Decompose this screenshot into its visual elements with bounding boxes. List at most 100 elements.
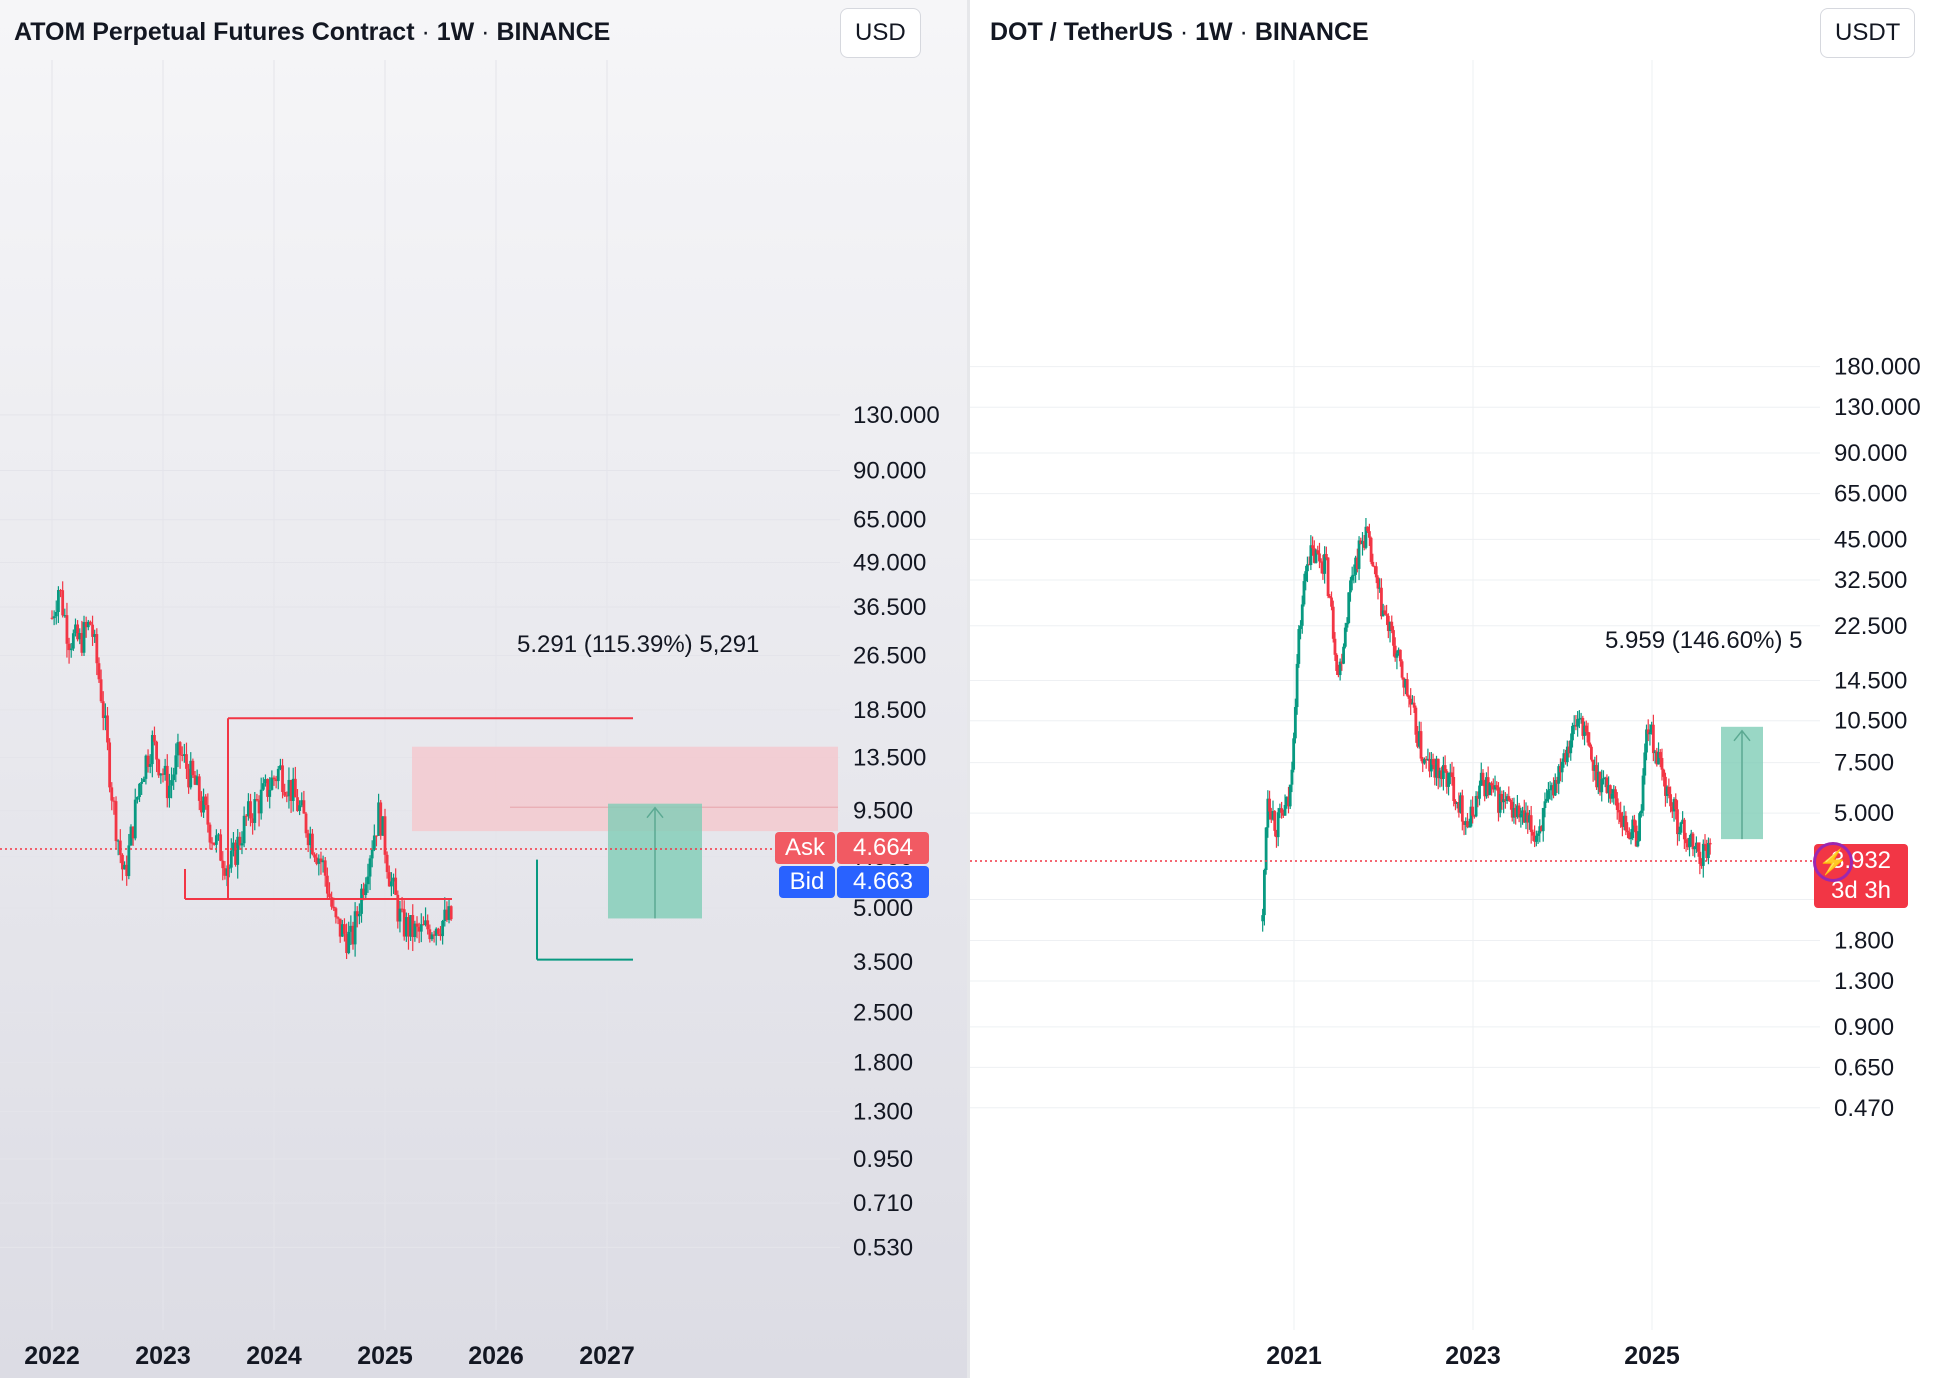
candle-body <box>257 800 261 814</box>
candle-body <box>392 877 395 882</box>
candle-body <box>345 933 348 954</box>
price-axis-label: 0.470 <box>1834 1095 1894 1122</box>
price-axis-label: 0.650 <box>1834 1054 1894 1081</box>
candle-body <box>1660 757 1664 770</box>
candle-body <box>407 917 410 937</box>
candle-body <box>375 835 378 837</box>
candle-body <box>272 777 276 780</box>
candle-body <box>1677 832 1681 835</box>
candle-body <box>1293 707 1297 739</box>
candle-body <box>274 779 278 782</box>
candle-body <box>1662 769 1666 777</box>
candle-body <box>95 634 99 664</box>
candle-body <box>1514 807 1518 817</box>
candle-body <box>296 797 299 811</box>
candle-body <box>285 795 289 797</box>
candle-body <box>69 648 73 651</box>
right-chart-panel[interactable]: 180.000 130.000 90.000 65.000 45.000 32.500 22… <box>970 0 1947 1378</box>
candle-body <box>1559 766 1562 773</box>
candle-body <box>1450 772 1454 777</box>
candle-body <box>1596 771 1600 788</box>
candle-body <box>1536 833 1540 836</box>
candle-body <box>1553 780 1557 796</box>
left-symbol-name: ATOM Perpetual Futures Contract <box>14 18 415 46</box>
candle-body <box>1569 740 1573 754</box>
candle-body <box>325 875 329 894</box>
candle-body <box>1639 810 1643 814</box>
candle-body <box>1583 725 1586 736</box>
candle-body <box>172 774 176 781</box>
candle-body <box>1326 557 1330 597</box>
candle-body <box>1624 815 1628 831</box>
candle-body <box>360 888 363 914</box>
candle-body <box>1516 805 1519 817</box>
candle-body <box>168 785 171 799</box>
candle-body <box>182 754 186 756</box>
candle-body <box>118 840 122 855</box>
candle-body <box>1529 815 1533 832</box>
time-axis-label: 2027 <box>579 1342 635 1370</box>
candle-body <box>1682 819 1686 840</box>
candle-body <box>1443 765 1447 772</box>
price-axis-label: 1.300 <box>853 1099 913 1126</box>
left-chart-panel[interactable]: 130.000 90.000 65.000 49.000 36.500 26.500 18.… <box>0 0 970 1378</box>
candle-body <box>135 797 139 800</box>
candle-body <box>422 924 425 926</box>
candle-body <box>1383 610 1387 615</box>
candle-body <box>1304 571 1308 582</box>
candle-body <box>1708 842 1712 845</box>
right-chart-canvas[interactable]: 180.000 130.000 90.000 65.000 45.000 32.500 22… <box>970 0 1947 1378</box>
candle-body <box>1598 771 1602 793</box>
candle-body <box>1359 540 1363 544</box>
candle-body <box>1588 742 1592 747</box>
left-currency-button[interactable]: USD <box>840 8 921 58</box>
candle-body <box>1435 758 1438 778</box>
left-chart-title: ATOM Perpetual Futures Contract · 1W · B… <box>14 18 611 46</box>
candle-body <box>1614 789 1617 799</box>
candle-body <box>336 917 340 919</box>
candle-body <box>223 868 227 876</box>
candle-body <box>434 928 438 936</box>
candle-body <box>1629 838 1633 840</box>
candle-body <box>1400 661 1404 678</box>
candle-body <box>1600 779 1604 793</box>
candle-body <box>236 836 240 865</box>
right-currency-button[interactable]: USDT <box>1820 8 1916 58</box>
candle-body <box>355 911 359 917</box>
candle-body <box>63 615 67 617</box>
candle-body <box>1392 630 1395 646</box>
candle-body <box>1302 581 1306 605</box>
candle-body <box>1503 799 1507 801</box>
candle-body <box>238 836 242 846</box>
left-chart-canvas[interactable]: 130.000 90.000 65.000 49.000 36.500 26.500 18.… <box>0 0 970 1378</box>
candle-body <box>1472 815 1476 817</box>
candle-body <box>1429 759 1433 772</box>
candle-body <box>99 679 103 702</box>
candle-body <box>347 931 351 954</box>
panel-divider[interactable] <box>967 0 970 1378</box>
candle-body <box>1321 562 1325 574</box>
candle-body <box>140 781 144 784</box>
candle-body <box>409 915 413 937</box>
candle-body <box>411 915 415 937</box>
candle-body <box>227 867 231 869</box>
candle-body <box>91 624 94 637</box>
candle-body <box>148 764 152 767</box>
candle-body <box>1593 765 1597 771</box>
candle-body <box>195 776 199 785</box>
candle-body <box>1467 826 1471 828</box>
candle-body <box>1459 795 1463 813</box>
candle-body <box>1688 837 1691 848</box>
candle-body <box>400 908 404 910</box>
candle-body <box>1676 809 1679 835</box>
candle-body <box>131 826 135 839</box>
candle-body <box>1483 780 1487 797</box>
candle-body <box>283 791 287 796</box>
candle-body <box>1447 772 1450 787</box>
candle-body <box>1431 759 1435 765</box>
candle-body <box>1546 790 1550 799</box>
candle-body <box>255 799 259 801</box>
lightning-icon[interactable]: ⚡ <box>1813 842 1853 882</box>
candle-body <box>338 918 342 937</box>
measure-label: 5.291 (115.39%) 5,291 <box>517 631 759 658</box>
